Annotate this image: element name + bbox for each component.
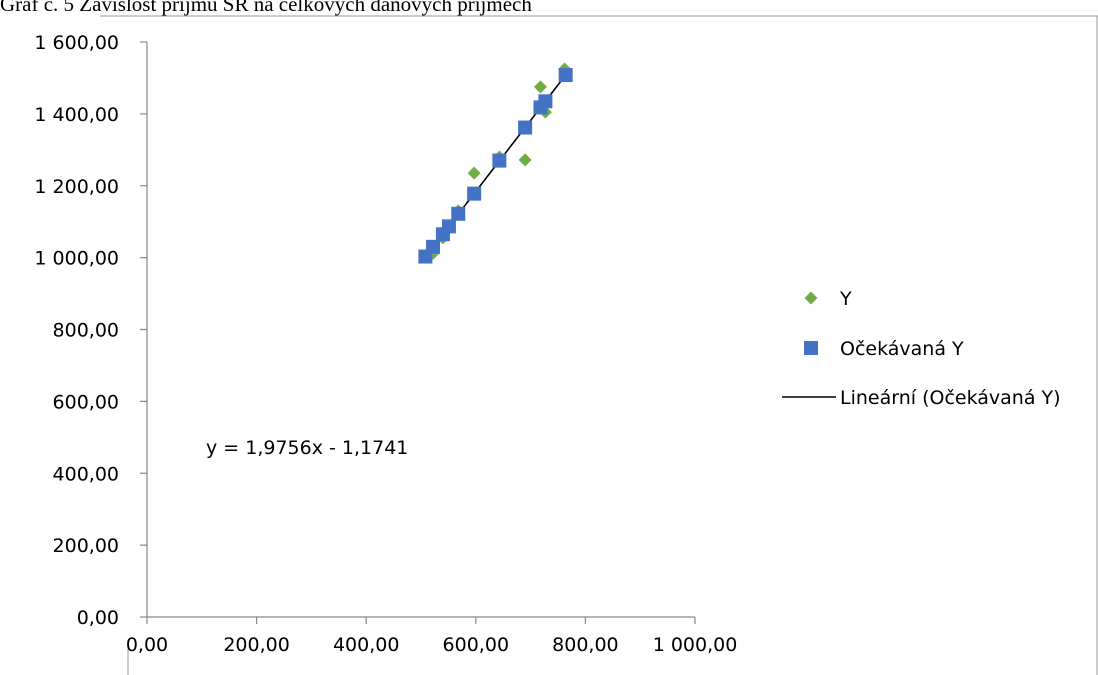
legend-trendline-label: Lineární (Očekávaná Y) xyxy=(840,387,1061,409)
y-tick-label: 1 400,00 xyxy=(34,104,119,126)
expected-y-point xyxy=(558,68,573,83)
y-point xyxy=(533,80,547,94)
y-point xyxy=(467,166,481,180)
expected-y-point xyxy=(441,219,456,234)
y-tick-label: 0,00 xyxy=(77,607,119,629)
axes xyxy=(100,15,1098,675)
legend-y-marker xyxy=(804,291,818,305)
y-tick-label: 600,00 xyxy=(53,391,119,413)
x-tick-label: 800,00 xyxy=(552,634,618,656)
legend-expected-marker xyxy=(804,341,818,355)
series-expected-y-group xyxy=(418,68,573,264)
x-axis-ticks: 0,00 200,00 400,00 600,00 800,00 1 000,00 xyxy=(126,617,737,656)
chart-caption: Graf č. 5 Závislost příjmů SR na celkový… xyxy=(0,0,532,16)
legend-expected-label: Očekávaná Y xyxy=(840,338,964,360)
y-tick-label: 800,00 xyxy=(53,320,119,342)
legend: Y Očekávaná Y Lineární (Očekávaná Y) xyxy=(782,288,1061,409)
x-tick-label: 600,00 xyxy=(443,634,509,656)
legend-y-label: Y xyxy=(839,288,852,310)
y-tick-label: 200,00 xyxy=(53,535,119,557)
y-tick-label: 1 200,00 xyxy=(34,176,119,198)
y-tick-label: 1 600,00 xyxy=(34,32,119,54)
expected-y-point xyxy=(538,94,553,109)
y-axis-ticks: 0,00 200,00 400,00 600,00 800,00 1 000,00 1 20… xyxy=(34,32,147,629)
expected-y-point xyxy=(492,153,507,168)
x-tick-label: 0,00 xyxy=(126,634,168,656)
x-tick-label: 200,00 xyxy=(223,634,289,656)
y-tick-label: 1 000,00 xyxy=(34,248,119,270)
y-tick-label: 400,00 xyxy=(53,463,119,485)
trendline-equation: y = 1,9756x - 1,1741 xyxy=(206,437,408,459)
y-point xyxy=(518,153,532,167)
expected-y-point xyxy=(426,239,441,254)
expected-y-point xyxy=(518,120,533,135)
x-tick-label: 1 000,00 xyxy=(653,634,738,656)
x-tick-label: 400,00 xyxy=(333,634,399,656)
expected-y-point xyxy=(467,186,482,201)
expected-y-point xyxy=(451,206,466,221)
